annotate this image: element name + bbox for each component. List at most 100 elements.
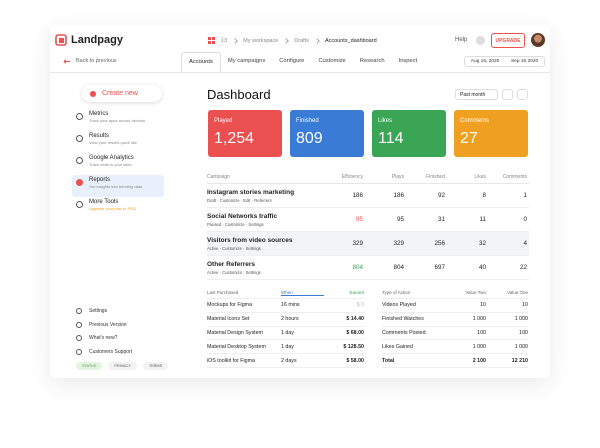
sidebar-item[interactable]: Results View your results quick like bbox=[72, 131, 164, 153]
item-title: More Tools bbox=[89, 199, 119, 205]
column-header: When bbox=[281, 290, 324, 296]
badges: STATUS PRIVACY TERMS bbox=[76, 362, 169, 370]
cell: 1 000 bbox=[472, 316, 486, 323]
breadcrumb-item[interactable]: My workspace bbox=[243, 37, 279, 44]
table-row: Likes Gained 1 000 1 000 bbox=[382, 340, 528, 355]
tab[interactable]: Customize bbox=[318, 58, 346, 64]
icon bbox=[76, 201, 83, 208]
cell: 1 000 bbox=[472, 343, 486, 350]
period-select[interactable]: Past month bbox=[455, 89, 498, 100]
footer-link[interactable]: Settings bbox=[76, 304, 132, 318]
cell: Material Icons Set bbox=[207, 316, 250, 323]
sidebar-text: More Tools Upgrade your plan to PRO bbox=[89, 199, 136, 217]
cell: 100 bbox=[477, 329, 486, 336]
item-title: Metrics bbox=[89, 111, 109, 117]
cell: 329 bbox=[352, 240, 363, 247]
campaign-name: Other Referrers bbox=[207, 260, 256, 268]
table-row[interactable]: Social Networks traffic Paused · Customiz… bbox=[207, 208, 529, 232]
campaign-name: Visitors from video sources bbox=[207, 236, 293, 244]
stat-card: Comments 27 bbox=[454, 110, 528, 157]
table-header: Type of Action Value Two Value One bbox=[382, 287, 528, 299]
logo-icon bbox=[55, 34, 67, 46]
date-to: Sep 16 2020 bbox=[510, 59, 539, 64]
icon bbox=[76, 179, 83, 186]
badge[interactable]: STATUS bbox=[76, 362, 103, 370]
sidebar-text: Google Analytics Track visits to your sit… bbox=[89, 155, 134, 173]
column-header: Value One bbox=[507, 290, 528, 295]
breadcrumb-item[interactable]: Accounts_dashboard bbox=[324, 37, 377, 44]
cell: 95 bbox=[355, 216, 363, 223]
column-header: Earned bbox=[349, 290, 364, 295]
item-subtitle: Get insights into trending data bbox=[89, 184, 143, 189]
info-button[interactable] bbox=[517, 89, 528, 100]
settings-button[interactable] bbox=[502, 89, 513, 100]
cell: 100 bbox=[519, 329, 528, 336]
tab[interactable]: Accounts bbox=[181, 52, 221, 72]
create-button[interactable]: Create new bbox=[82, 85, 162, 102]
table-row: Videos Played 10 10 bbox=[382, 299, 528, 313]
item-subtitle: Track visits to your sites bbox=[89, 162, 132, 167]
badge[interactable]: TERMS bbox=[142, 362, 169, 370]
campaign-cell: Instagram stories marketing Draft · Custo… bbox=[207, 189, 321, 203]
divider bbox=[50, 72, 550, 73]
table-row[interactable]: Instagram stories marketing Draft · Custo… bbox=[207, 184, 529, 208]
column-header: Comments bbox=[502, 173, 527, 180]
sidebar-item[interactable]: More Tools Upgrade your plan to PRO bbox=[72, 197, 164, 219]
table-row: iOS toolkit for Figma 2 days $ 58.00 bbox=[207, 354, 364, 368]
table-row: Material Design System 1 day $ 68.00 bbox=[207, 327, 364, 341]
sidebar-item[interactable]: Google Analytics Track visits to your sit… bbox=[72, 153, 164, 175]
plus-icon bbox=[90, 90, 96, 97]
cell: $ 0 bbox=[356, 302, 364, 309]
table-row: Material Desktop System 1 day $ 128.50 bbox=[207, 340, 364, 355]
cell: $ 58.00 bbox=[346, 357, 364, 364]
cell: 95 bbox=[396, 216, 404, 223]
stat-label: Played bbox=[214, 118, 233, 124]
stat-card: Likes 114 bbox=[372, 110, 446, 157]
tab[interactable]: Configure bbox=[279, 58, 305, 64]
table-row[interactable]: Other Referrers Active · Customize · Sett… bbox=[207, 256, 529, 280]
cell: Likes Gained bbox=[382, 343, 413, 350]
column-header: Finished bbox=[426, 173, 445, 180]
stats: Played 1,254 Finished 809 Likes 114 Comments 27 bbox=[208, 110, 528, 157]
cell: 2 100 bbox=[472, 357, 486, 364]
cell: Mockups for Figma bbox=[207, 302, 253, 309]
cell: 1 day bbox=[281, 329, 294, 336]
cell: 22 bbox=[519, 264, 527, 271]
date-range[interactable]: Aug 16, 2020 Sep 16 2020 bbox=[464, 56, 545, 67]
cell: 31 bbox=[437, 216, 445, 223]
tab[interactable]: Inspect bbox=[398, 58, 418, 64]
upgrade-button[interactable]: UPGRADE bbox=[491, 33, 525, 48]
footer-link[interactable]: Previous Version bbox=[76, 318, 132, 332]
page-title: Dashboard bbox=[207, 87, 271, 102]
cell: 256 bbox=[434, 240, 445, 247]
table-row[interactable]: Visitors from video sources Active · Cust… bbox=[207, 232, 529, 256]
campaign-table: Campaign Efficiency Plays Finished Likes Comm… bbox=[207, 170, 529, 280]
badge[interactable]: PRIVACY bbox=[108, 362, 137, 370]
column-header: Likes bbox=[474, 173, 486, 180]
footer-link[interactable]: What's new? bbox=[76, 331, 132, 345]
cell: Comments Posted bbox=[382, 329, 426, 336]
cell: $ 14.40 bbox=[346, 316, 364, 323]
breadcrumb-item[interactable]: Drafts bbox=[294, 37, 309, 44]
item-subtitle: View your results quick like bbox=[89, 140, 137, 145]
cell: 10 bbox=[480, 302, 486, 309]
help[interactable]: Help bbox=[455, 37, 468, 43]
stat-value: 809 bbox=[296, 130, 323, 147]
footer-link[interactable]: Customers Support bbox=[76, 345, 132, 359]
help-icon[interactable] bbox=[476, 36, 485, 45]
sidebar-item[interactable]: Metrics Track your apps across devices bbox=[72, 109, 164, 131]
column-header: Last Purchased bbox=[207, 290, 239, 295]
avatar[interactable] bbox=[531, 33, 545, 47]
table-header: Campaign Efficiency Plays Finished Likes Comm… bbox=[207, 170, 529, 184]
cell: $ 68.00 bbox=[346, 329, 364, 336]
tab[interactable]: Research bbox=[359, 58, 385, 64]
campaign-cell: Social Networks traffic Paused · Customiz… bbox=[207, 213, 321, 227]
sidebar-item[interactable]: Reports Get insights into trending data bbox=[72, 175, 164, 197]
cell: 2 days bbox=[281, 357, 297, 364]
tab[interactable]: My campaigns bbox=[227, 58, 266, 64]
back-link[interactable]: Back to previous bbox=[63, 58, 117, 64]
breadcrumb-item[interactable]: 13 bbox=[221, 37, 228, 44]
back-text: Back to previous bbox=[76, 58, 117, 64]
item-title: Results bbox=[89, 133, 110, 139]
stat-label: Likes bbox=[378, 118, 393, 124]
